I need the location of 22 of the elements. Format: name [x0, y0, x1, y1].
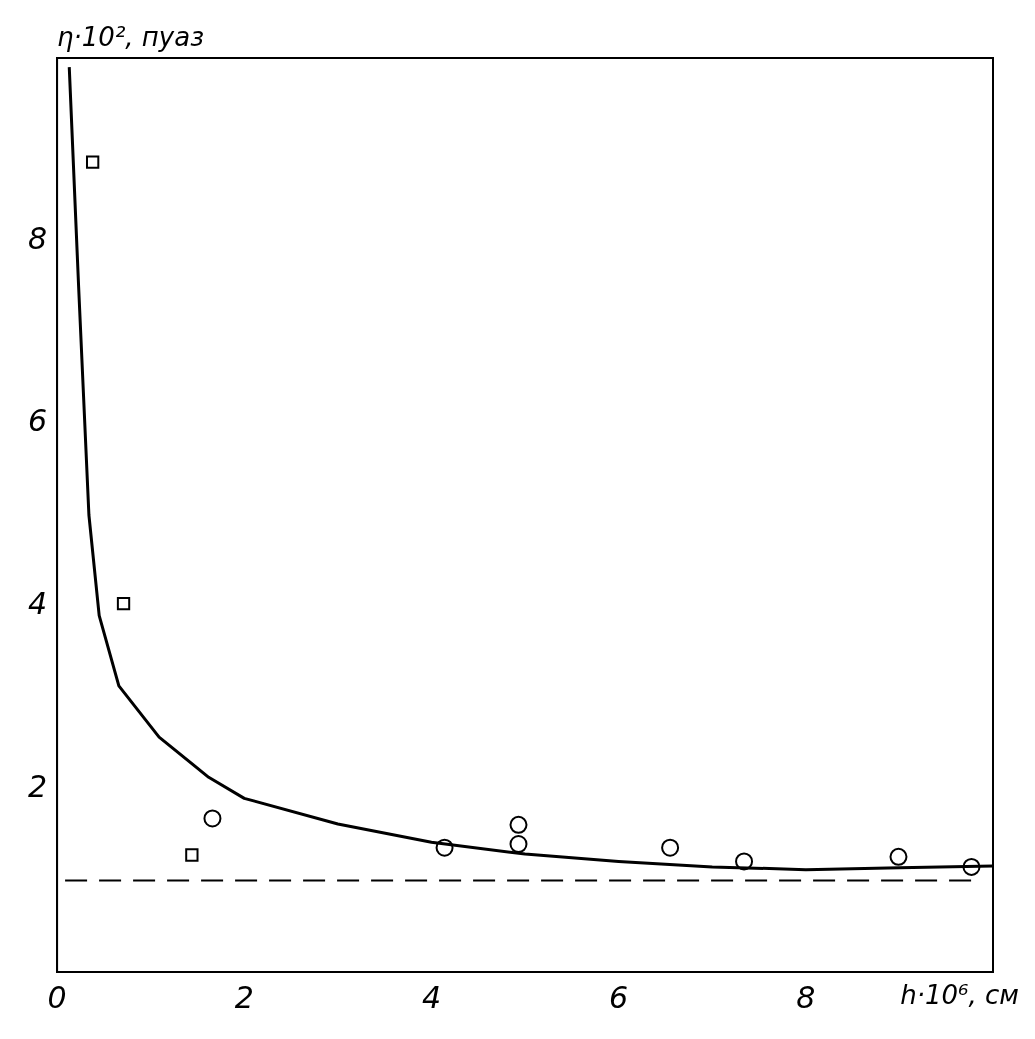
point [509, 835, 528, 854]
x-tick-label: 0 [47, 979, 67, 1015]
y-axis-title: η·10², пуаз [57, 21, 205, 52]
y-tick-label: 6 [27, 403, 48, 439]
y-tick-label: 4 [27, 586, 48, 622]
x-tick-label: 8 [796, 979, 816, 1015]
point [509, 815, 528, 834]
x-axis-title: h·10⁶, см [900, 979, 1019, 1010]
x-tick-label: 6 [609, 979, 629, 1015]
y-tick-label: 8 [27, 220, 48, 256]
x-tick-label: 4 [421, 979, 441, 1015]
point [185, 848, 199, 862]
y-tick-label: 2 [27, 769, 48, 804]
point [116, 597, 131, 611]
point [962, 857, 981, 876]
point [735, 852, 754, 871]
point [435, 838, 454, 857]
point [889, 847, 908, 866]
x-tick-label: 2 [234, 979, 254, 1015]
point [661, 838, 680, 857]
point [86, 155, 100, 169]
point [203, 809, 222, 828]
